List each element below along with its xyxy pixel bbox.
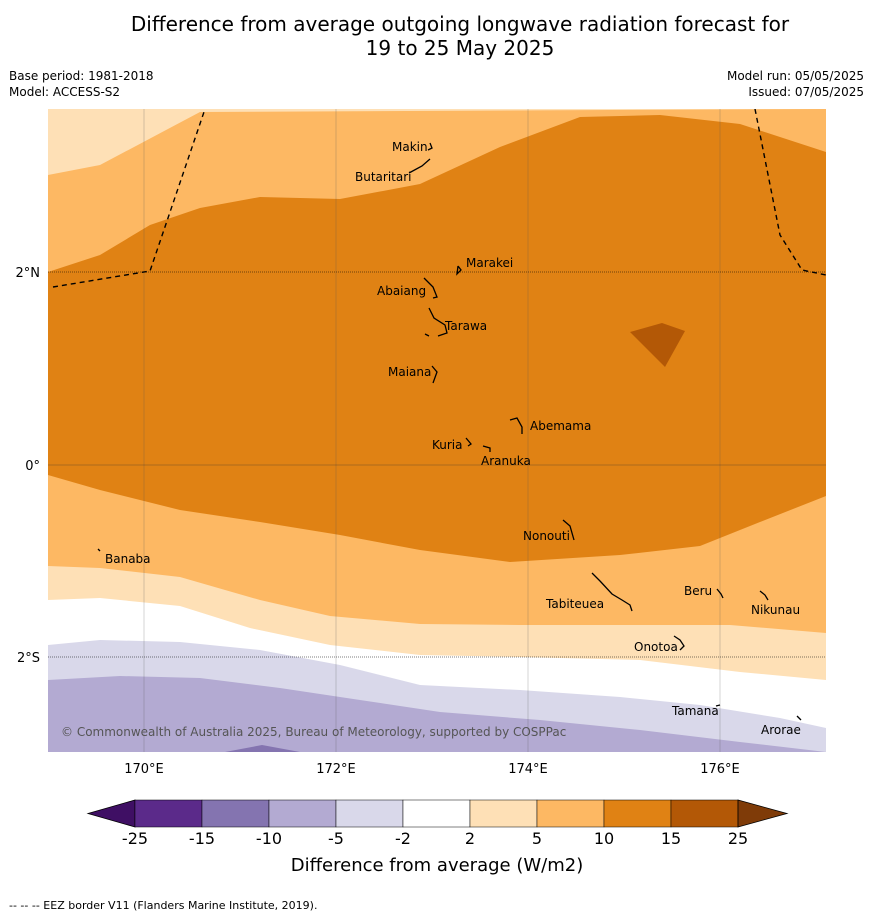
colorbar-tick-label: -25: [122, 829, 148, 848]
colorbar-tick-label: 25: [728, 829, 748, 848]
island-onotoa: [673, 635, 685, 651]
colorbar-tick-label: -2: [395, 829, 411, 848]
latitude-labels: 2°N 0° 2°S: [16, 266, 41, 666]
eez-borders: [52, 109, 826, 288]
band-minus15-minus10: [225, 745, 300, 752]
eez-border-east: [754, 109, 826, 276]
label-arorae: Arorae: [761, 723, 801, 737]
colorbar-tick-label: 10: [594, 829, 614, 848]
longitude-labels: 170°E 172°E 174°E 176°E: [124, 762, 740, 777]
lat-label-0: 0°: [25, 459, 40, 474]
colorbar-swatch-9: [670, 799, 739, 828]
label-butaritari: Butaritari: [355, 170, 412, 184]
grid-lines: [143, 109, 721, 752]
colorbar-extend-high: [737, 799, 789, 828]
island-abemama: [509, 417, 523, 434]
eez-footnote: -- -- -- EEZ border V11 (Flanders Marine…: [9, 899, 318, 912]
colorbar-swatch-8: [603, 799, 672, 828]
meta-left: Base period: 1981-2018 Model: ACCESS-S2: [9, 68, 154, 100]
colorbar-swatch-7: [536, 799, 605, 828]
lon-label-176e: 176°E: [700, 762, 740, 777]
island-marakei: [456, 265, 462, 276]
label-nikunau: Nikunau: [751, 603, 800, 617]
island-abaiang: [423, 277, 438, 299]
label-banaba: Banaba: [105, 552, 151, 566]
island-beru: [716, 588, 724, 599]
island-nikunau: [759, 590, 769, 601]
island-tabiteuea: [591, 572, 633, 612]
lat-label-2n: 2°N: [16, 266, 41, 281]
label-onotoa: Onotoa: [634, 640, 678, 654]
label-tabiteuea: Tabiteuea: [545, 597, 604, 611]
island-makin: [427, 142, 433, 151]
colorbar-swatch-3: [268, 799, 337, 828]
island-nonouti: [562, 519, 575, 541]
model-name: Model: ACCESS-S2: [9, 85, 121, 99]
base-period: Base period: 1981-2018: [9, 69, 154, 83]
label-abemama: Abemama: [530, 419, 591, 433]
label-makin: Makin: [392, 140, 428, 154]
copyright-notice: © Commonwealth of Australia 2025, Bureau…: [61, 725, 566, 739]
colorbar-extend-low: [86, 799, 136, 828]
label-tamana: Tamana: [671, 704, 719, 718]
lon-label-174e: 174°E: [508, 762, 548, 777]
lon-label-170e: 170°E: [124, 762, 164, 777]
issued-date: Issued: 07/05/2025: [748, 85, 864, 99]
band-minus10-minus5: [48, 676, 826, 752]
colorbar-swatch-6: [469, 799, 538, 828]
label-kuria: Kuria: [432, 438, 463, 452]
label-beru: Beru: [684, 584, 712, 598]
title-line-2: 19 to 25 May 2025: [365, 36, 555, 60]
colorbar: -25 -15 -10 -5 -2 2 5 10 15 25: [86, 799, 789, 848]
title-line-1: Difference from average outgoing longwav…: [130, 12, 790, 36]
lat-label-2s: 2°S: [17, 651, 40, 666]
colorbar-swatch-1: [134, 799, 203, 828]
island-tarawa-south: [424, 333, 430, 337]
label-maiana: Maiana: [388, 365, 431, 379]
label-aranuka: Aranuka: [481, 454, 531, 468]
band-10-15: [48, 115, 826, 562]
place-labels: Makin Butaritari Marakei Abaiang Tarawa …: [105, 140, 801, 737]
island-tamana: [715, 704, 721, 707]
island-tarawa: [428, 307, 448, 337]
colorbar-tick-label: 5: [532, 829, 542, 848]
island-arorae: [796, 715, 802, 721]
meta-right: Model run: 05/05/2025 Issued: 07/05/2025: [727, 68, 864, 100]
colorbar-tick-label: -5: [328, 829, 344, 848]
island-butaritari: [408, 158, 431, 174]
colorbar-swatch-5: [402, 799, 471, 828]
colorbar-swatch-4: [335, 799, 404, 828]
colorbar-tick-label: -15: [189, 829, 215, 848]
band-15-25: [630, 323, 685, 367]
islands: [97, 142, 802, 721]
island-maiana: [431, 365, 438, 384]
map-title: Difference from average outgoing longwav…: [60, 12, 860, 60]
colorbar-swatch-2: [201, 799, 270, 828]
label-tarawa: Tarawa: [444, 319, 487, 333]
island-aranuka: [482, 445, 491, 452]
island-banaba: [97, 548, 101, 552]
lon-label-172e: 172°E: [316, 762, 356, 777]
island-kuria: [465, 437, 472, 447]
colorbar-tick-label: -10: [256, 829, 282, 848]
colorbar-title: Difference from average (W/m2): [291, 855, 583, 876]
colorbar-tick-label: 2: [465, 829, 475, 848]
map-plot-area: Makin Butaritari Marakei Abaiang Tarawa …: [48, 109, 826, 752]
latitude-lines: [48, 271, 826, 658]
model-run: Model run: 05/05/2025: [726, 69, 864, 83]
label-abaiang: Abaiang: [377, 284, 426, 298]
label-marakei: Marakei: [466, 256, 513, 270]
label-nonouti: Nonouti: [523, 529, 570, 543]
colorbar-tick-label: 15: [661, 829, 681, 848]
